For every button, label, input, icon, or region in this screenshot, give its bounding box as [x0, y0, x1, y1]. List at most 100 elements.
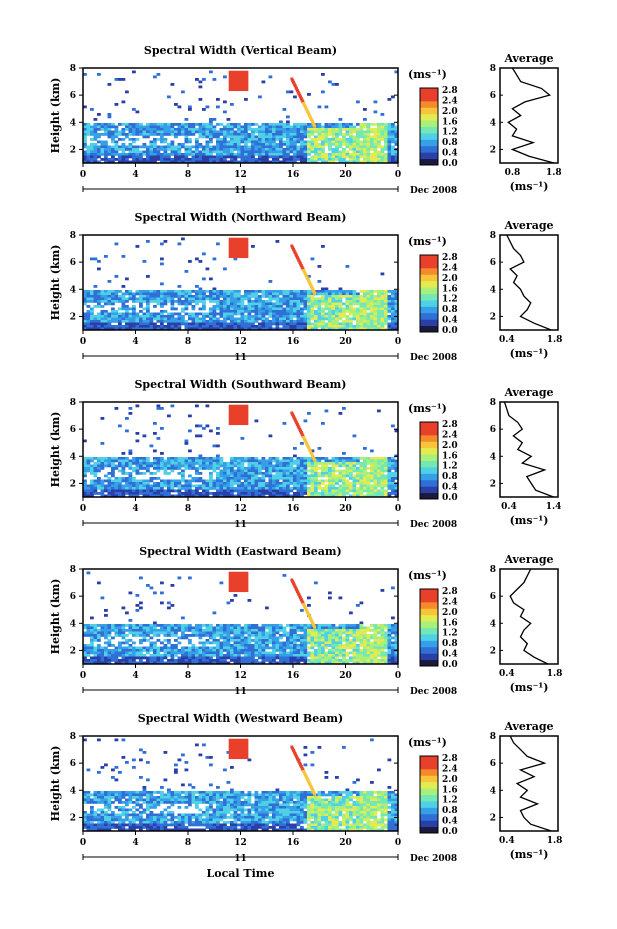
colorbar — [419, 755, 439, 834]
colorbar-tick-label: 2.8 — [442, 754, 458, 764]
average-y-tick-label: 2 — [490, 813, 496, 823]
y-tick-label: 4 — [70, 118, 76, 128]
colorbar-tick-label: 1.6 — [442, 117, 458, 127]
x-tick-label: 0 — [395, 671, 401, 681]
heatmap-field — [83, 571, 399, 665]
y-tick-label: 8 — [70, 398, 76, 408]
x-tick-label: 12 — [234, 170, 247, 180]
high-width-region — [228, 404, 249, 426]
x-tick-label: 8 — [185, 170, 191, 180]
average-x-tick-label: 1.4 — [546, 502, 562, 512]
y-tick-label: 6 — [70, 592, 76, 602]
slanted-echo — [290, 745, 317, 796]
y-tick-label: 6 — [70, 759, 76, 769]
average-y-tick-label: 4 — [490, 452, 496, 462]
y-axis-label: Height (km) — [49, 746, 62, 822]
day-label: 11 — [234, 687, 247, 697]
x-tick-label: 12 — [234, 504, 247, 514]
average-x-tick-label: 1.8 — [547, 335, 563, 345]
average-x-label: (ms⁻¹) — [510, 681, 549, 694]
colorbar-tick-label: 1.6 — [442, 451, 458, 461]
date-label: Dec 2008 — [410, 353, 457, 363]
x-tick-label: 20 — [339, 337, 352, 347]
average-y-tick-label: 6 — [490, 258, 496, 268]
average-y-tick-label: 6 — [490, 91, 496, 101]
average-y-tick-label: 2 — [490, 145, 496, 155]
colorbar-tick-label: 0.0 — [442, 326, 458, 336]
x-tick-label: 0 — [395, 838, 401, 848]
colorbar-tick-label: 0.4 — [442, 316, 458, 326]
colorbar-tick-label: 0.4 — [442, 817, 458, 827]
average-x-tick-label: 1.8 — [546, 168, 562, 178]
average-title: Average — [503, 386, 553, 399]
average-frame — [499, 234, 559, 331]
colorbar-tick-label: 2.8 — [442, 587, 458, 597]
colorbar-tick-label: 1.2 — [442, 295, 458, 305]
y-tick-label: 2 — [70, 145, 76, 155]
y-axis-label: Height (km) — [49, 579, 62, 655]
x-tick-label: 0 — [395, 337, 401, 347]
chart-title: Spectral Width (Eastward Beam) — [139, 545, 341, 558]
average-x-tick-label: 1.8 — [547, 836, 563, 846]
average-x-label: (ms⁻¹) — [510, 848, 549, 861]
colorbar-tick-label: 2.8 — [442, 420, 458, 430]
y-tick-label: 4 — [70, 619, 76, 629]
average-profile-line — [507, 67, 555, 164]
day-label: 11 — [234, 520, 247, 530]
colorbar-unit: (ms⁻¹) — [408, 68, 447, 81]
colorbar-tick-label: 0.8 — [442, 305, 458, 315]
x-tick-label: 12 — [234, 337, 247, 347]
colorbar-tick-label: 0.0 — [442, 660, 458, 670]
colorbar-tick-label: 1.2 — [442, 128, 458, 138]
heatmap-field — [83, 738, 399, 832]
colorbar-tick-label: 0.4 — [442, 650, 458, 660]
average-title: Average — [503, 52, 553, 65]
x-tick-label: 12 — [234, 671, 247, 681]
x-tick-label: 20 — [339, 838, 352, 848]
date-label: Dec 2008 — [410, 520, 457, 530]
colorbar-tick-label: 0.0 — [442, 159, 458, 169]
colorbar-unit: (ms⁻¹) — [408, 402, 447, 415]
colorbar-tick-label: 1.6 — [442, 284, 458, 294]
slanted-echo — [290, 244, 317, 295]
x-tick-label: 0 — [80, 504, 86, 514]
colorbar-unit: (ms⁻¹) — [408, 736, 447, 749]
x-tick-label: 16 — [287, 337, 300, 347]
x-tick-label: 20 — [339, 504, 352, 514]
high-width-region — [228, 738, 249, 760]
x-tick-label: 8 — [185, 504, 191, 514]
y-axis-label: Height (km) — [49, 245, 62, 321]
colorbar-unit: (ms⁻¹) — [408, 235, 447, 248]
slanted-echo — [290, 578, 317, 629]
x-tick-label: 12 — [234, 838, 247, 848]
average-x-label: (ms⁻¹) — [510, 347, 549, 360]
average-x-tick-label: 1.8 — [547, 669, 563, 679]
chart-panel-2: Spectral Width (Northward Beam) 2 4 6 8 Heigh… — [49, 211, 562, 363]
x-tick-label: 4 — [132, 170, 138, 180]
x-tick-label: 16 — [287, 504, 300, 514]
x-tick-label: 4 — [132, 671, 138, 681]
average-y-tick-label: 8 — [490, 231, 496, 241]
colorbar-tick-label: 0.8 — [442, 806, 458, 816]
average-x-tick-label: 0.8 — [505, 168, 521, 178]
colorbar-tick-label: 2.0 — [442, 107, 458, 117]
colorbar-tick-label: 2.0 — [442, 775, 458, 785]
x-tick-label: 20 — [339, 671, 352, 681]
x-tick-label: 0 — [80, 337, 86, 347]
colorbar-tick-label: 1.2 — [442, 796, 458, 806]
day-label: 11 — [234, 854, 247, 864]
average-y-tick-label: 4 — [490, 118, 496, 128]
average-y-tick-label: 4 — [490, 285, 496, 295]
y-tick-label: 8 — [70, 732, 76, 742]
colorbar-tick-label: 2.4 — [442, 430, 458, 440]
colorbar — [419, 87, 439, 166]
colorbar-tick-label: 2.4 — [442, 764, 458, 774]
colorbar-tick-label: 0.8 — [442, 138, 458, 148]
colorbar-unit: (ms⁻¹) — [408, 569, 447, 582]
average-profile-line — [509, 735, 552, 832]
y-tick-label: 2 — [70, 646, 76, 656]
x-tick-label: 4 — [132, 504, 138, 514]
chart-panel-3: Spectral Width (Southward Beam) 2 4 6 8 Heigh… — [49, 378, 561, 530]
chart-panel-5: Spectral Width (Westward Beam) 2 4 6 8 Height… — [49, 712, 562, 880]
average-x-tick-label: 0.4 — [501, 502, 517, 512]
